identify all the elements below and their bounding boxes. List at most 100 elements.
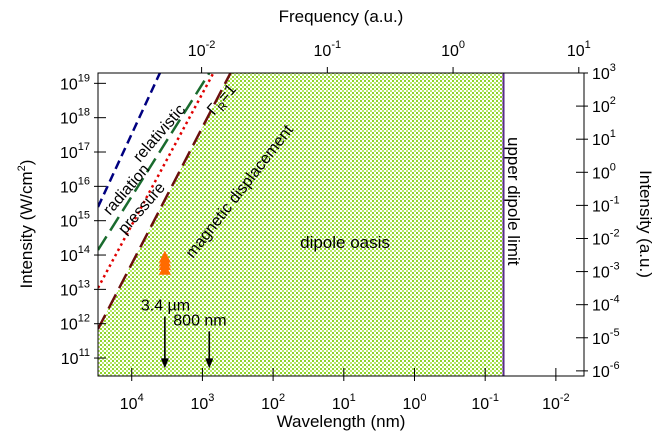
bottom-tick-label-0-exp: 4: [138, 392, 144, 404]
left-tick-label-2-base: 10: [60, 282, 78, 299]
left-tick-label-3-exp: 14: [78, 244, 90, 256]
top-tick-label-0-exp: -2: [206, 39, 216, 51]
axis-ticks: 10410310210110010-110-210-210-1100101102…: [60, 39, 620, 413]
bottom-tick-label-3-base: 10: [332, 396, 350, 413]
left-tick-label-5-exp: 16: [78, 175, 90, 187]
top-tick-label-1-exp: -1: [331, 39, 341, 51]
left-tick-label-6: 1017: [60, 141, 90, 162]
series-line-4: [98, 73, 232, 330]
right-tick-label-2-exp: -4: [610, 294, 620, 306]
top-tick-label-2: 100: [441, 39, 465, 60]
bottom-tick-label-5-base: 10: [471, 396, 489, 413]
arrow-head-1: [160, 358, 169, 369]
top-tick-label-3-base: 10: [567, 43, 585, 60]
data-markers: [158, 250, 171, 275]
left-tick-label-8-base: 10: [60, 76, 78, 93]
bottom-tick-label-2-exp: 2: [279, 392, 285, 404]
right-tick-label-0: 10-6: [592, 360, 620, 381]
upper-dipole-limit-label: upper dipole limit: [504, 137, 523, 266]
x-axis-bottom-title: Wavelength (nm): [277, 412, 406, 431]
arrow-head-2: [205, 358, 214, 369]
dipole-oasis-label: dipole oasis: [300, 233, 390, 252]
top-tick-label-3-exp: 1: [585, 39, 591, 51]
left-tick-label-4-base: 10: [60, 214, 78, 231]
right-tick-label-2: 10-4: [592, 294, 620, 315]
top-tick-label-1: 10-1: [314, 39, 342, 60]
marker-4: [158, 250, 171, 263]
right-tick-label-6-exp: 0: [610, 161, 616, 173]
left-tick-label-2-exp: 13: [78, 278, 90, 290]
dipole-oasis-region: [98, 73, 504, 376]
right-tick-label-1-base: 10: [592, 331, 610, 348]
right-tick-label-4-base: 10: [592, 231, 610, 248]
y-axis-left-title-main: Intensity (W/cm: [17, 171, 36, 288]
left-tick-label-7: 1018: [60, 107, 90, 128]
bottom-tick-label-6-base: 10: [542, 396, 560, 413]
top-tick-label-0-base: 10: [188, 43, 206, 60]
left-tick-label-0: 1011: [61, 347, 90, 368]
right-tick-label-8-base: 10: [592, 99, 610, 116]
series-lines: [98, 73, 232, 330]
top-tick-label-2-base: 10: [441, 43, 459, 60]
right-tick-label-3-exp: -3: [610, 261, 620, 273]
bottom-tick-label-6: 10-2: [542, 392, 570, 413]
bottom-tick-label-6-exp: -2: [560, 392, 570, 404]
bottom-tick-label-1: 103: [190, 392, 214, 413]
right-tick-label-5: 10-1: [592, 194, 620, 215]
right-tick-label-5-base: 10: [592, 198, 610, 215]
left-tick-label-7-exp: 18: [78, 107, 90, 119]
left-tick-label-5: 1016: [60, 175, 90, 196]
right-tick-label-9: 103: [592, 62, 616, 83]
right-tick-label-3-base: 10: [592, 265, 610, 282]
right-tick-label-9-base: 10: [592, 66, 610, 83]
right-tick-label-6: 100: [592, 161, 616, 182]
top-tick-label-1-base: 10: [314, 43, 332, 60]
right-tick-label-8-exp: 2: [610, 95, 616, 107]
bottom-tick-label-4: 100: [403, 392, 427, 413]
bottom-tick-label-5: 10-1: [471, 392, 499, 413]
left-tick-label-4: 1015: [60, 210, 90, 231]
left-tick-label-1: 1012: [60, 313, 90, 334]
y-axis-left-title-end: ): [17, 160, 36, 166]
arrow-label-2: 800 nm: [173, 312, 226, 329]
left-tick-label-0-exp: 11: [79, 347, 90, 359]
left-tick-label-8: 1019: [60, 72, 90, 93]
right-tick-label-5-exp: -1: [610, 194, 620, 206]
bottom-tick-label-0-base: 10: [120, 396, 138, 413]
arrow-label-1: 3.4 µm: [141, 298, 190, 315]
right-tick-label-1-exp: -5: [610, 327, 620, 339]
right-tick-label-4-exp: -2: [610, 227, 620, 239]
bottom-tick-label-1-exp: 3: [208, 392, 214, 404]
bottom-tick-label-2-base: 10: [261, 396, 279, 413]
left-tick-label-6-exp: 17: [78, 141, 90, 153]
right-tick-label-0-base: 10: [592, 364, 610, 381]
right-tick-label-3: 10-3: [592, 261, 620, 282]
left-tick-label-3: 1014: [60, 244, 90, 265]
series-line-2: [98, 73, 211, 251]
left-tick-label-1-base: 10: [60, 317, 78, 334]
right-tick-label-4: 10-2: [592, 227, 620, 248]
left-tick-label-5-base: 10: [60, 179, 78, 196]
bottom-tick-label-3: 101: [332, 392, 356, 413]
right-tick-label-6-base: 10: [592, 165, 610, 182]
x-axis-top-title: Frequency (a.u.): [279, 7, 404, 26]
right-tick-label-0-exp: -6: [610, 360, 620, 372]
left-tick-label-3-base: 10: [60, 248, 78, 265]
left-tick-label-4-exp: 15: [78, 210, 90, 222]
bottom-tick-label-1-base: 10: [190, 396, 208, 413]
right-tick-label-2-base: 10: [592, 298, 610, 315]
series-line-3: [98, 73, 215, 289]
top-tick-label-2-exp: 0: [459, 39, 465, 51]
right-tick-label-9-exp: 3: [610, 62, 616, 74]
left-tick-label-8-exp: 19: [78, 72, 90, 84]
left-tick-label-1-exp: 12: [78, 313, 90, 325]
left-tick-label-6-base: 10: [60, 145, 78, 162]
right-tick-label-7-base: 10: [592, 132, 610, 149]
bottom-tick-label-4-exp: 0: [420, 392, 426, 404]
bottom-tick-label-3-exp: 1: [350, 392, 356, 404]
y-axis-left-title-sup: 2: [16, 165, 28, 171]
bottom-tick-label-0: 104: [120, 392, 144, 413]
top-tick-label-0: 10-2: [188, 39, 216, 60]
